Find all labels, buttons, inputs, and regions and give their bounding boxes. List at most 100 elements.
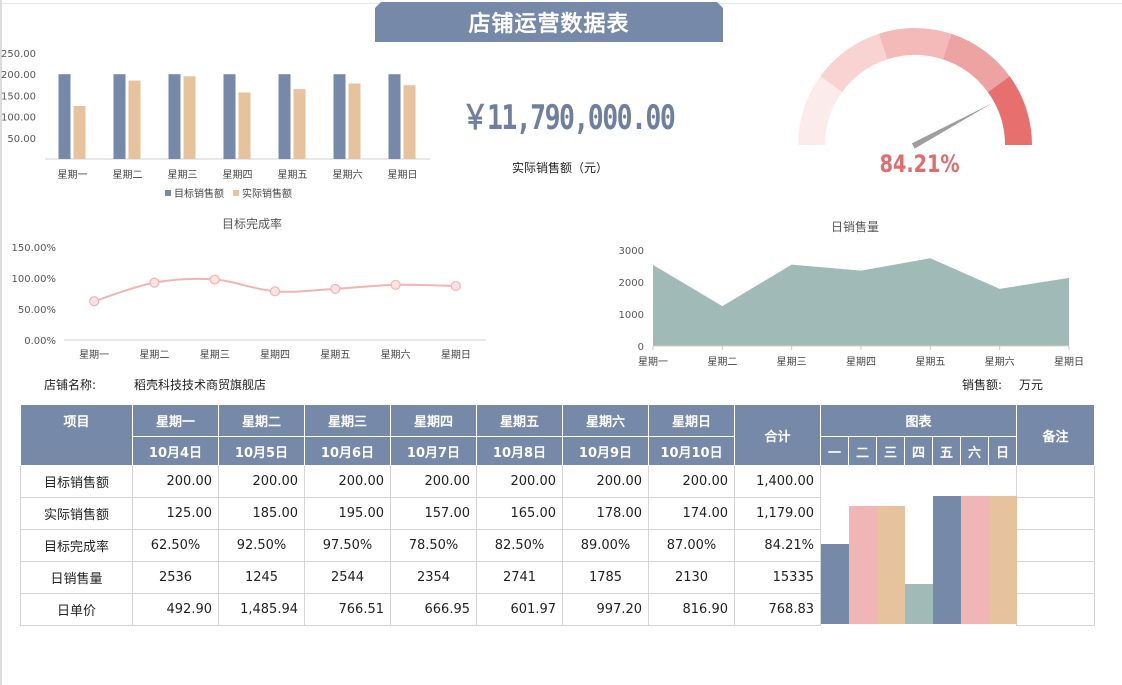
completion-gauge[interactable] bbox=[790, 20, 1040, 155]
table-cell[interactable]: 200.00 bbox=[390, 465, 477, 498]
data-point bbox=[450, 280, 461, 292]
y-tick-label: 50.00 bbox=[7, 134, 36, 145]
completion-rate-line-chart[interactable]: 目标完成率 150.00% 100.00% 50.00% 0.00% 星期一 星期二 星期三 星… bbox=[0, 212, 500, 372]
y-tick-label: 250.00 bbox=[1, 49, 36, 60]
table-cell[interactable]: 666.95 bbox=[390, 593, 477, 626]
table-cell[interactable]: 165.00 bbox=[476, 497, 563, 530]
table-cell[interactable]: 2536 bbox=[132, 561, 219, 594]
table-row: 目标销售额 200.00 200.00 200.00 200.00 200.00 200.0… bbox=[20, 465, 1095, 498]
table-cell[interactable]: 97.50% bbox=[304, 529, 391, 562]
table-cell[interactable]: 87.00% bbox=[648, 529, 735, 562]
table-cell[interactable]: 157.00 bbox=[390, 497, 477, 530]
table-cell[interactable]: 200.00 bbox=[218, 465, 305, 498]
header-date: 10月4日 bbox=[132, 436, 219, 466]
table-cell[interactable]: 997.20 bbox=[562, 593, 649, 626]
mini-chart-bar bbox=[877, 505, 905, 624]
header-chart-day: 一 bbox=[820, 436, 849, 466]
x-tick-label: 星期日 bbox=[388, 169, 418, 181]
table-cell[interactable]: 82.50% bbox=[476, 529, 563, 562]
row-label: 目标完成率 bbox=[20, 529, 133, 562]
x-tick-label: 星期五 bbox=[320, 349, 350, 361]
table-cell[interactable]: 200.00 bbox=[476, 465, 563, 498]
table-cell[interactable]: 601.97 bbox=[476, 593, 563, 626]
y-tick-label: 0.00% bbox=[24, 336, 56, 347]
table-cell[interactable]: 2354 bbox=[390, 561, 477, 594]
bar-actual bbox=[128, 80, 141, 159]
data-point bbox=[149, 277, 160, 288]
area-series bbox=[653, 258, 1069, 346]
bar-actual bbox=[293, 89, 306, 159]
header-chart-day: 日 bbox=[988, 436, 1017, 466]
table-cell[interactable]: 200.00 bbox=[304, 465, 391, 498]
x-tick-label: 星期四 bbox=[223, 169, 253, 181]
header-date: 10月8日 bbox=[476, 436, 563, 466]
table-cell[interactable]: 195.00 bbox=[304, 497, 391, 530]
row-label: 实际销售额 bbox=[20, 497, 133, 530]
row-total[interactable]: 768.83 bbox=[734, 593, 821, 626]
x-tick-label: 星期日 bbox=[1054, 356, 1084, 368]
x-tick-label: 星期日 bbox=[441, 349, 471, 361]
table-cell[interactable]: 492.90 bbox=[132, 593, 219, 626]
note-cell[interactable] bbox=[1016, 561, 1095, 594]
header-day: 星期三 bbox=[304, 404, 391, 437]
x-tick-label: 星期六 bbox=[985, 356, 1015, 368]
table-cell[interactable]: 89.00% bbox=[562, 529, 649, 562]
table-cell[interactable]: 200.00 bbox=[132, 465, 219, 498]
table-cell[interactable]: 766.51 bbox=[304, 593, 391, 626]
x-tick-label: 星期五 bbox=[278, 169, 308, 181]
table-cell[interactable]: 185.00 bbox=[218, 497, 305, 530]
x-tick-label: 星期五 bbox=[915, 356, 945, 368]
y-tick-label: 100.00 bbox=[1, 113, 36, 124]
row-total[interactable]: 84.21% bbox=[734, 529, 821, 562]
table-cell[interactable]: 62.50% bbox=[132, 529, 219, 562]
bar-target bbox=[333, 74, 346, 159]
x-tick-label: 星期二 bbox=[707, 356, 737, 368]
table-cell[interactable]: 178.00 bbox=[562, 497, 649, 530]
table-cell[interactable]: 2130 bbox=[648, 561, 735, 594]
table-row: 目标完成率 62.50% 92.50% 97.50% 78.50% 82.50% 89.00… bbox=[20, 529, 1095, 562]
mini-chart-bar bbox=[849, 505, 877, 624]
daily-sales-area-chart[interactable]: 日销售量 3000 2000 1000 0 星期一 星期二 星期三 星期四 星期五 星期六 星期日 bbox=[590, 214, 1110, 374]
table-cell[interactable]: 78.50% bbox=[390, 529, 477, 562]
x-tick-label: 星期二 bbox=[139, 349, 169, 361]
table-cell[interactable]: 1,485.94 bbox=[218, 593, 305, 626]
bar-target bbox=[113, 74, 126, 159]
header-total: 合计 bbox=[734, 404, 821, 466]
x-tick-label: 星期六 bbox=[381, 349, 411, 361]
mini-chart-bar bbox=[961, 496, 989, 624]
note-cell[interactable] bbox=[1016, 593, 1095, 626]
operations-table: 项目 星期一 星期二 星期三 星期四 星期五 星期六 星期日 合计 图表 备注 … bbox=[20, 404, 1095, 626]
row-label: 日销售量 bbox=[20, 561, 133, 594]
row-total[interactable]: 15335 bbox=[734, 561, 821, 594]
mini-chart-bar bbox=[821, 544, 849, 624]
header-chart-day: 五 bbox=[932, 436, 961, 466]
header-day: 星期五 bbox=[476, 404, 563, 437]
note-cell[interactable] bbox=[1016, 529, 1095, 562]
header-item: 项目 bbox=[20, 404, 133, 466]
note-cell[interactable] bbox=[1016, 465, 1095, 498]
data-point bbox=[330, 283, 341, 294]
note-cell[interactable] bbox=[1016, 497, 1095, 530]
unit-label: 销售额: bbox=[962, 378, 1003, 392]
table-cell[interactable]: 200.00 bbox=[562, 465, 649, 498]
sales-bar-chart[interactable]: 250.00 200.00 150.00 100.00 50.00 星期一 星期二 星期三 星期… bbox=[0, 40, 440, 210]
bar-target bbox=[278, 74, 291, 159]
bar-actual bbox=[348, 83, 361, 159]
x-tick-label: 星期二 bbox=[113, 169, 143, 181]
row-total[interactable]: 1,400.00 bbox=[734, 465, 821, 498]
header-chart-day: 二 bbox=[848, 436, 877, 466]
y-tick-label: 2000 bbox=[619, 278, 644, 289]
table-cell[interactable]: 1245 bbox=[218, 561, 305, 594]
table-cell[interactable]: 174.00 bbox=[648, 497, 735, 530]
table-cell[interactable]: 92.50% bbox=[218, 529, 305, 562]
table-cell[interactable]: 2544 bbox=[304, 561, 391, 594]
table-cell[interactable]: 1785 bbox=[562, 561, 649, 594]
table-cell[interactable]: 125.00 bbox=[132, 497, 219, 530]
row-total[interactable]: 1,179.00 bbox=[734, 497, 821, 530]
table-cell[interactable]: 200.00 bbox=[648, 465, 735, 498]
table-cell[interactable]: 816.90 bbox=[648, 593, 735, 626]
table-cell[interactable]: 2741 bbox=[476, 561, 563, 594]
gauge-segment bbox=[820, 33, 888, 93]
data-point bbox=[269, 286, 281, 297]
y-tick-label: 200.00 bbox=[1, 70, 36, 81]
